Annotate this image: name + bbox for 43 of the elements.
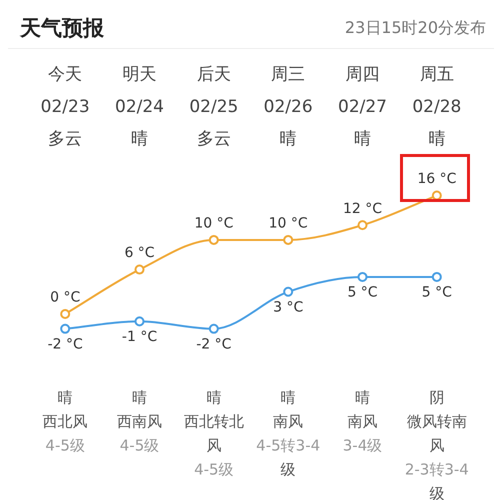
text: 西南风4-5级 — [117, 412, 162, 454]
x-tick-label: 周三 02/26 晴 — [264, 64, 313, 150]
text: 微风转南风2-3转3-4级 — [404, 412, 469, 500]
point — [60, 308, 70, 319]
text: 西北风4-5级 — [42, 412, 88, 454]
chart-title: 天气预报 — [18, 15, 104, 42]
data-label: 16 °C — [417, 171, 457, 188]
x-tick-label: 周四 02/27 晴 — [338, 64, 387, 150]
text: 南风3-4级 — [342, 412, 382, 454]
point — [432, 272, 442, 282]
point — [134, 264, 144, 275]
data-label: 6 °C — [124, 245, 155, 262]
text: 晴 — [355, 388, 370, 406]
data-label: -1 °C — [122, 329, 158, 346]
text: 晴 — [280, 388, 296, 406]
text: 晴 — [132, 388, 147, 406]
point — [358, 220, 368, 230]
point — [358, 272, 368, 282]
text: 南风4-5转3-4级 — [256, 412, 320, 478]
point — [283, 234, 294, 245]
data-label: 5 °C — [422, 284, 452, 301]
x-tick-label: 明天 02/24 晴 — [115, 64, 164, 150]
point — [283, 286, 294, 297]
text: 阴 — [429, 388, 444, 406]
point — [208, 234, 219, 245]
data-label: 0 °C — [50, 290, 80, 306]
data-label: -2 °C — [196, 336, 232, 352]
x-tick-label: 今天 02/23 多云 — [40, 64, 90, 150]
data-label: -2 °C — [48, 336, 83, 352]
point — [208, 324, 219, 334]
data-label: 10 °C — [268, 216, 308, 232]
text: 晴 — [206, 388, 222, 406]
data-label: 3 °C — [273, 299, 304, 316]
data-label: 10 °C — [194, 216, 234, 232]
text: 晴 — [58, 388, 73, 406]
data-label: 5 °C — [347, 284, 378, 301]
point — [60, 324, 70, 334]
data-label: 12 °C — [342, 200, 382, 217]
chart-subtitle: 23日15时20分发布 — [344, 18, 487, 38]
point — [134, 316, 144, 326]
text: 西北转北风4-5级 — [184, 412, 244, 478]
x-tick-label: 周五 02/28 晴 — [412, 64, 462, 150]
x-tick-label: 后天 02/25 多云 — [189, 64, 238, 150]
